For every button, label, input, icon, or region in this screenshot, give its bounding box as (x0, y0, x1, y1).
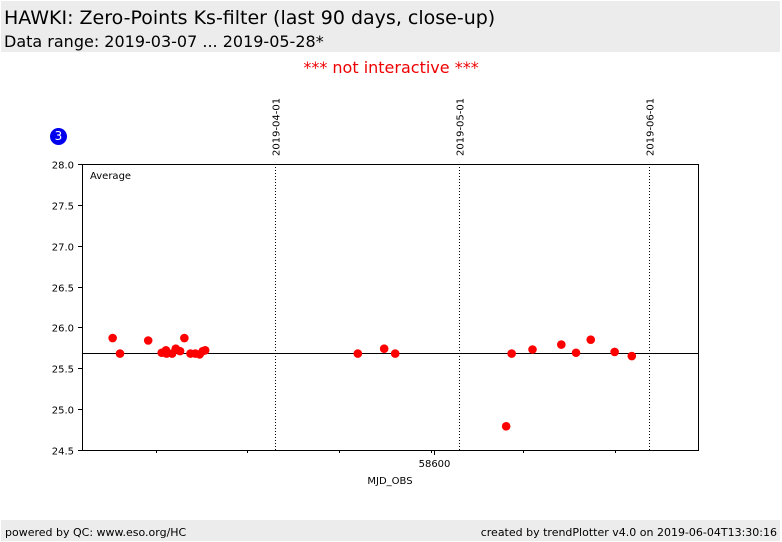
chart-title: HAWKI: Zero-Points Ks-filter (last 90 da… (4, 7, 496, 29)
plot-frame (82, 164, 699, 451)
data-point (390, 349, 400, 358)
data-point (610, 347, 619, 357)
plot-number-badge: 3 (50, 128, 67, 145)
data-point (507, 349, 516, 358)
date-marker-label: 2019-05-01 (456, 98, 467, 156)
footer-created-by: created by trendPlotter v4.0 on 2019-06-… (480, 526, 777, 539)
data-point (180, 333, 189, 343)
average-label: Average (90, 171, 131, 182)
scatter-chart: 2019-04-01 2019-05-01 2019-06-01 24.5 25.0 25… (52, 98, 699, 487)
footer-powered-by: powered by QC: www.eso.org/HC (5, 526, 187, 539)
data-point (108, 333, 117, 343)
data-point (353, 349, 363, 358)
y-tick-label: 26.5 (52, 284, 74, 295)
data-point (143, 336, 153, 345)
data-point (501, 422, 511, 431)
date-marker-label: 2019-04-01 (272, 98, 283, 156)
x-axis-label: MJD_OBS (367, 476, 412, 487)
data-point (586, 335, 596, 344)
not-interactive-notice: *** not interactive *** (303, 58, 479, 77)
data-point (627, 351, 637, 361)
data-point (379, 344, 389, 353)
y-tick-label: 27.5 (52, 202, 74, 213)
y-tick-label: 24.5 (52, 447, 74, 458)
data-point (175, 346, 185, 356)
data-point (571, 348, 581, 358)
data-point (200, 346, 210, 355)
y-tick-label: 27.0 (52, 243, 74, 254)
x-tick-label: 58600 (419, 459, 451, 470)
y-tick-label: 26.0 (52, 324, 74, 335)
data-point (557, 340, 566, 349)
y-tick-label: 25.0 (52, 406, 74, 417)
y-tick-label: 25.5 (52, 365, 74, 376)
date-marker-label: 2019-06-01 (646, 98, 657, 156)
data-range-subtitle: Data range: 2019-03-07 ... 2019-05-28* (4, 32, 324, 51)
y-tick-label: 28.0 (52, 161, 74, 172)
footer-bar: powered by QC: www.eso.org/HC created by… (1, 520, 780, 541)
data-point (528, 345, 537, 354)
data-point (115, 349, 125, 358)
header-bar: HAWKI: Zero-Points Ks-filter (last 90 da… (1, 1, 780, 52)
